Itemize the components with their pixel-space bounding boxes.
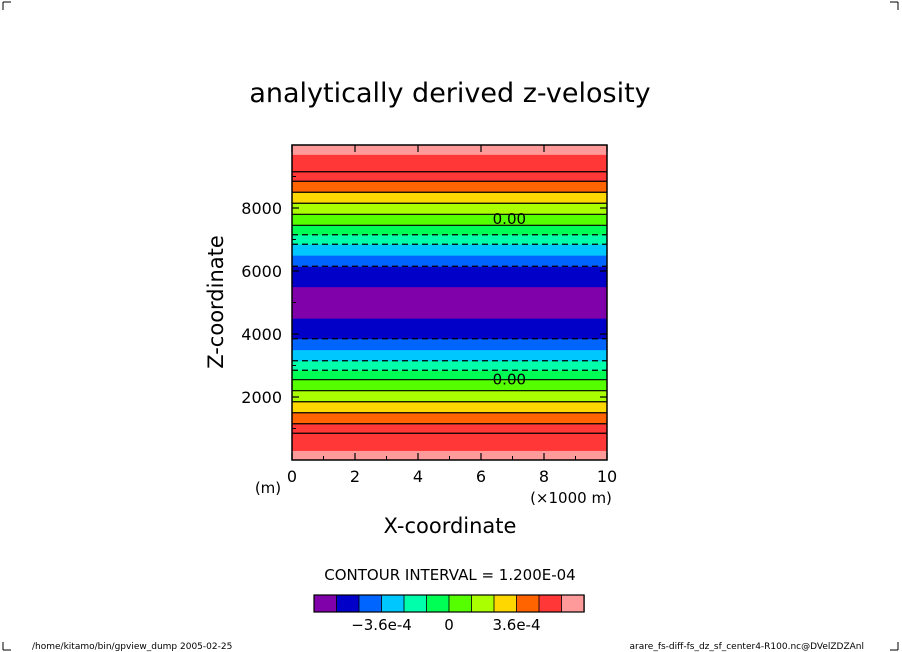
value-band <box>292 244 607 256</box>
value-band <box>292 349 607 362</box>
value-band <box>292 360 607 371</box>
plot-area <box>292 145 607 461</box>
contour-interval-label: CONTOUR INTERVAL = 1.200E-04 <box>324 566 575 584</box>
y-tick-label: 6000 <box>241 262 282 281</box>
colorbar-cell <box>426 594 450 613</box>
value-band <box>292 171 607 182</box>
colorbar-frame <box>313 594 585 613</box>
colorbar-cell <box>358 594 383 613</box>
colorbar-cell <box>448 594 473 613</box>
x-tick-label: 10 <box>597 467 617 486</box>
value-band <box>292 390 607 403</box>
value-band <box>292 318 607 340</box>
y-axis-label: Z-coordinate <box>204 235 228 369</box>
colorbar-label: 0 <box>444 616 454 634</box>
contour-labels: 0.00 0.00 <box>493 210 526 389</box>
colorbar-label: 3.6e-4 <box>492 616 540 634</box>
contour-label: 0.00 <box>493 371 526 389</box>
colorbar-cell <box>471 594 495 613</box>
contour-lines <box>292 171 607 434</box>
colorbar-cell <box>493 594 518 613</box>
x-axis: 0 2 4 6 8 10 <box>287 145 617 486</box>
value-band <box>292 225 607 236</box>
x-tick-label: 4 <box>413 467 423 486</box>
footer-right: arare_fs-diff-fs_dz_sf_center4-R100.nc@D… <box>630 642 864 652</box>
value-band <box>292 423 607 434</box>
value-band <box>292 145 607 155</box>
value-band <box>292 192 607 204</box>
colorbar-label: −3.6e-4 <box>351 616 412 634</box>
value-band <box>292 266 607 288</box>
value-band <box>292 338 607 351</box>
value-band <box>292 433 607 451</box>
contour-label: 0.00 <box>493 210 526 228</box>
x-unit-right: (×1000 m) <box>530 489 612 507</box>
chart-title: analytically derived z-velosity <box>249 78 650 109</box>
colorbar: −3.6e-4 0 3.6e-4 <box>313 594 585 634</box>
y-axis: 2000 4000 6000 8000 <box>241 176 607 429</box>
x-tick-label: 2 <box>350 467 360 486</box>
value-band <box>292 203 607 215</box>
colorbar-cell <box>538 594 563 613</box>
value-band <box>292 370 607 381</box>
value-band <box>292 255 607 267</box>
x-tick-label: 8 <box>539 467 549 486</box>
value-band <box>292 450 607 461</box>
value-band <box>292 286 607 319</box>
value-band <box>292 379 607 392</box>
x-tick-label: 0 <box>287 467 297 486</box>
colorbar-cell <box>313 594 338 613</box>
x-tick-label: 6 <box>476 467 486 486</box>
colorbar-cell <box>403 594 428 613</box>
x-unit-left: (m) <box>255 479 281 497</box>
value-band <box>292 401 607 414</box>
footer-left: /home/kitamo/bin/gpview_dump 2005-02-25 <box>32 642 232 652</box>
y-tick-label: 4000 <box>241 325 282 344</box>
value-band <box>292 412 607 425</box>
colorbar-cell <box>561 594 585 613</box>
value-band <box>292 214 607 226</box>
value-band <box>292 154 607 173</box>
value-band <box>292 234 607 245</box>
colorbar-cell <box>381 594 405 613</box>
value-band <box>292 181 607 193</box>
y-tick-label: 8000 <box>241 199 282 218</box>
y-tick-label: 2000 <box>241 388 282 407</box>
x-axis-label: X-coordinate <box>384 514 517 538</box>
colorbar-cell <box>336 594 360 613</box>
colorbar-cell <box>516 594 540 613</box>
